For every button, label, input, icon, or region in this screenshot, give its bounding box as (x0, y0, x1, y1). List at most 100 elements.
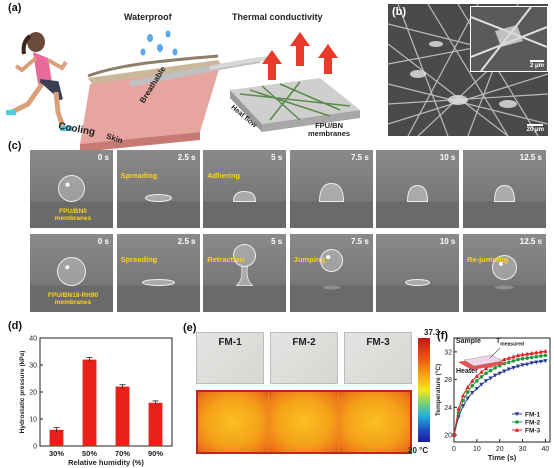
inset-t-subscript: measured (500, 341, 524, 348)
y-tick-label: 0 (33, 444, 37, 451)
x-axis-label: Relative humidity (%) (68, 458, 144, 467)
data-point (538, 359, 544, 364)
droplet-shape (116, 278, 200, 312)
data-point (465, 385, 470, 389)
x-tick-label: 10 (473, 446, 481, 453)
droplet-highlight (325, 255, 330, 260)
data-point (460, 404, 466, 409)
bar (115, 386, 130, 446)
inset-t-symbol: T (496, 338, 501, 345)
membrane-label-line2: membranes (54, 299, 92, 306)
inset-sample-label: Sample (456, 338, 481, 345)
data-point (515, 420, 519, 424)
inset-scale-bar: 2 μm (529, 60, 544, 69)
frame-time: 10 s (439, 237, 456, 246)
droplet-frames-grid: 0 s FPU/BN0 membranes 2.5 s Spreading 5 s Adhe… (30, 150, 546, 312)
data-point (520, 363, 525, 368)
data-point (484, 371, 488, 376)
droplet-frame: 2.5 s Spreading (116, 234, 200, 312)
data-point (543, 348, 548, 353)
data-point (465, 390, 470, 394)
water-droplets (140, 30, 178, 56)
x-tick-label: 20 (496, 446, 504, 453)
membrane-label-line1: FPU/BN18-RH90 (47, 292, 99, 299)
temperature-time-chart: 20 24 28 32 0 10 20 30 40 Time (s) Temperature (°C… (434, 337, 551, 462)
data-point (470, 384, 475, 388)
frame-time: 7.5 s (351, 153, 369, 162)
data-point (515, 353, 521, 358)
data-point (488, 368, 493, 373)
data-point (539, 354, 543, 358)
x-tick-label: 50% (82, 449, 97, 458)
frame-time: 7.5 s (351, 237, 369, 246)
membrane-label: FPU/BN18-RH90 membranes (33, 292, 113, 306)
runner-figure (6, 32, 72, 131)
droplet-highlight (498, 261, 503, 266)
frame-caption: Jumping (293, 255, 326, 264)
water-droplet (492, 254, 517, 280)
thermal-membrane-block (230, 78, 360, 132)
heat-flow-arrows (262, 32, 338, 80)
data-point (529, 351, 534, 356)
data-point (474, 386, 480, 391)
y-tick-label: 24 (444, 405, 452, 412)
data-point (492, 373, 498, 378)
main-scale-label: 20 μm (526, 127, 544, 133)
droplet-frame: 12.5 s (463, 150, 546, 228)
data-point (520, 352, 525, 357)
data-point (460, 393, 466, 398)
data-point (524, 351, 530, 356)
data-point (529, 355, 534, 360)
droplet-neck (235, 266, 254, 286)
y-tick-label: 20 (29, 390, 37, 397)
substrate (203, 201, 287, 228)
water-droplet (405, 278, 431, 286)
frame-time: 12.5 s (519, 153, 542, 162)
membrane-skin-block (80, 54, 271, 152)
frame-caption: Spreading (120, 171, 158, 180)
frame-time: 2.5 s (177, 153, 196, 162)
substrate (203, 285, 287, 312)
sample-label: FM-3 (366, 337, 390, 348)
frame-time: 0 s (97, 153, 109, 162)
data-point (514, 412, 520, 417)
thermal-image-panel: FM-1 FM-2 FM-3 (196, 332, 412, 456)
droplet-shape (116, 193, 200, 228)
panel-c-label: (c) (8, 140, 22, 152)
droplet-shape (463, 184, 546, 228)
droplet-shape (289, 248, 373, 312)
bar (148, 402, 163, 446)
y-tick-label: 30 (29, 363, 37, 370)
inset-heater-label: Heater (456, 368, 478, 375)
data-point (538, 349, 544, 354)
water-droplet (493, 184, 516, 202)
data-point (497, 371, 502, 376)
substrate (116, 201, 200, 228)
legend-label: FM-3 (525, 428, 541, 435)
membrane-label-line1: FPU/BN0 (59, 208, 87, 215)
data-point (479, 382, 484, 387)
fpu-bn-label-line1: FPU/BN (315, 121, 344, 130)
data-point (488, 376, 493, 381)
fpu-bn-label-line2: membranes (308, 129, 351, 138)
substrate (30, 201, 113, 228)
thermal-sample (198, 392, 269, 452)
data-point (543, 359, 548, 364)
water-droplet (58, 174, 85, 202)
x-tick-label: 0 (452, 446, 456, 453)
data-point (506, 367, 512, 372)
colorbar-max-label: 37.3 (424, 328, 440, 337)
heater-inset: Sample Tmeasured Heater (456, 338, 526, 378)
water-droplet (144, 193, 172, 202)
data-point (516, 357, 520, 362)
data-point (534, 360, 539, 365)
colorbar-min-label: 20 °C (408, 446, 429, 455)
droplet-shape (376, 184, 460, 228)
y-tick-label: 20 (444, 433, 452, 440)
bar (82, 359, 97, 446)
data-point (483, 379, 489, 384)
waterproof-title: Waterproof (124, 12, 172, 22)
droplet-frame: 12.5 s Re-jumping (463, 234, 546, 312)
data-point (511, 366, 516, 371)
data-point (514, 427, 520, 432)
